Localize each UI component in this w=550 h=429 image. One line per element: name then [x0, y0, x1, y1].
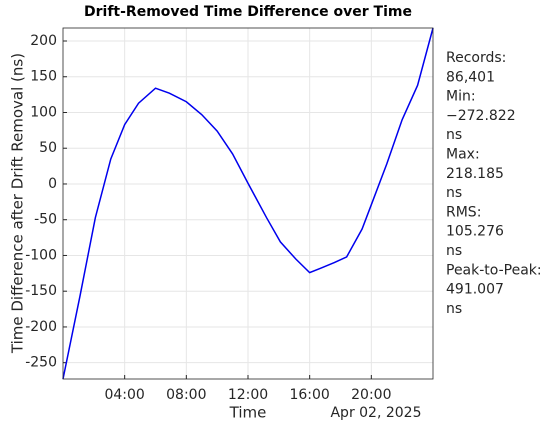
data-line	[62, 27, 434, 380]
stat-line: Max:	[446, 147, 480, 163]
y-tick-label: -250	[25, 355, 57, 371]
y-tick-label: -150	[25, 283, 57, 299]
stat-line: Min:	[446, 89, 476, 105]
stat-line: ns	[446, 185, 462, 201]
x-tick-label: 04:00	[104, 387, 144, 403]
y-tick-label: -50	[34, 212, 57, 228]
stat-line: ns	[446, 243, 462, 259]
stat-line: ns	[446, 127, 462, 143]
stat-line: RMS:	[446, 204, 481, 220]
stat-line: Records:	[446, 50, 506, 66]
y-tick-label: 200	[30, 33, 57, 49]
y-tick-label: 50	[39, 140, 57, 156]
y-tick-label: -100	[25, 247, 57, 263]
stat-line: 86,401	[446, 69, 495, 85]
stat-line: 218.185	[446, 166, 504, 182]
stat-line: 491.007	[446, 282, 504, 298]
x-date-label: Apr 02, 2025	[330, 405, 421, 421]
stat-line: ns	[446, 301, 462, 317]
x-tick-label: 20:00	[351, 387, 391, 403]
x-tick-label: 16:00	[289, 387, 329, 403]
x-tick-label: 08:00	[166, 387, 206, 403]
y-axis-label: Time Difference after Drift Removal (ns)	[9, 53, 27, 354]
chart-title: Drift-Removed Time Difference over Time	[84, 4, 412, 20]
y-tick-label: 150	[30, 69, 57, 85]
x-axis-label: Time	[229, 404, 267, 422]
stat-line: Peak-to-Peak:	[446, 262, 542, 278]
y-tick-label: 100	[30, 104, 57, 120]
stat-line: 105.276	[446, 224, 504, 240]
stat-line: −272.822	[446, 108, 516, 124]
y-tick-label: 0	[48, 176, 57, 192]
axes-box	[62, 27, 434, 380]
x-tick-label: 12:00	[228, 387, 268, 403]
y-tick-label: -200	[25, 319, 57, 335]
